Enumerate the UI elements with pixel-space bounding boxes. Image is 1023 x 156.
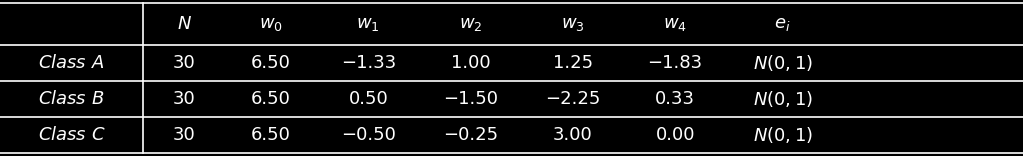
Text: −0.25: −0.25: [443, 126, 498, 144]
Text: $w_1$: $w_1$: [356, 15, 381, 33]
Text: −1.83: −1.83: [648, 54, 703, 72]
Text: 0.50: 0.50: [349, 90, 388, 108]
Text: 1.00: 1.00: [451, 54, 490, 72]
Text: 6.50: 6.50: [252, 54, 291, 72]
Text: $\mathit{Class\ C}$: $\mathit{Class\ C}$: [38, 126, 105, 144]
Text: 6.50: 6.50: [252, 126, 291, 144]
Text: $N(0,1)$: $N(0,1)$: [753, 125, 812, 145]
Text: $N(0,1)$: $N(0,1)$: [753, 53, 812, 73]
Text: $N(0,1)$: $N(0,1)$: [753, 89, 812, 109]
Text: $e_i$: $e_i$: [774, 15, 791, 33]
Text: 3.00: 3.00: [553, 126, 592, 144]
Text: $w_0$: $w_0$: [259, 15, 283, 33]
Text: −0.50: −0.50: [341, 126, 396, 144]
Text: $w_4$: $w_4$: [663, 15, 687, 33]
Text: $\mathit{Class\ A}$: $\mathit{Class\ A}$: [39, 54, 104, 72]
Text: 0.00: 0.00: [656, 126, 695, 144]
Text: $N$: $N$: [177, 15, 191, 33]
Text: $w_2$: $w_2$: [459, 15, 482, 33]
Text: −1.33: −1.33: [341, 54, 396, 72]
Text: 1.25: 1.25: [552, 54, 593, 72]
Text: $w_3$: $w_3$: [561, 15, 585, 33]
Text: 30: 30: [173, 126, 195, 144]
Text: 0.33: 0.33: [655, 90, 696, 108]
Text: −1.50: −1.50: [443, 90, 498, 108]
Text: 30: 30: [173, 90, 195, 108]
Text: 6.50: 6.50: [252, 90, 291, 108]
Text: −2.25: −2.25: [545, 90, 601, 108]
Text: $\mathit{Class\ B}$: $\mathit{Class\ B}$: [39, 90, 104, 108]
Text: 30: 30: [173, 54, 195, 72]
